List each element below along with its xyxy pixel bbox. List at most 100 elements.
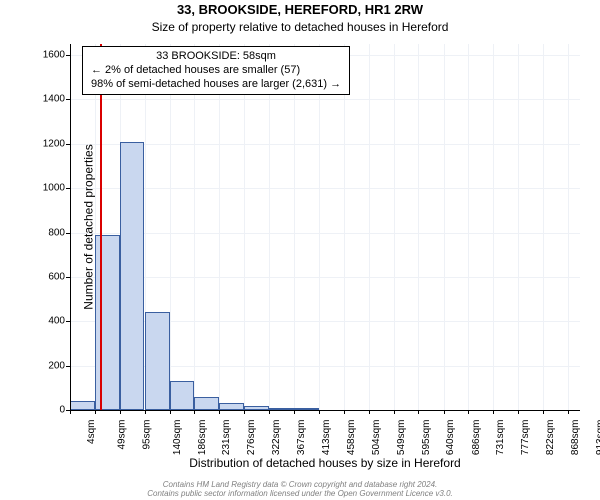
grid-line-v <box>244 44 245 410</box>
x-tick-mark <box>444 410 445 414</box>
grid-line-h <box>70 277 580 278</box>
grid-line-v <box>518 44 519 410</box>
y-tick-label: 1200 <box>15 138 65 149</box>
x-tick-label: 868sqm <box>570 420 581 456</box>
annotation-line: 33 BROOKSIDE: 58sqm <box>91 50 341 64</box>
plot-area <box>70 44 580 410</box>
histogram-bar <box>120 142 145 410</box>
x-axis-label: Distribution of detached houses by size … <box>70 456 580 470</box>
y-tick-label: 400 <box>15 316 65 327</box>
y-axis-label: Number of detached properties <box>82 144 96 309</box>
x-tick-mark <box>344 410 345 414</box>
grid-line-v <box>269 44 270 410</box>
y-tick-mark <box>66 188 70 189</box>
x-axis-line <box>70 410 580 411</box>
x-tick-label: 367sqm <box>296 420 307 456</box>
x-tick-mark <box>418 410 419 414</box>
x-tick-mark <box>120 410 121 414</box>
x-tick-label: 504sqm <box>371 420 382 456</box>
x-tick-mark <box>145 410 146 414</box>
grid-line-h <box>70 233 580 234</box>
y-tick-mark <box>66 99 70 100</box>
grid-line-h <box>70 144 580 145</box>
x-tick-label: 413sqm <box>321 420 332 456</box>
x-tick-mark <box>493 410 494 414</box>
x-tick-mark <box>244 410 245 414</box>
y-tick-label: 0 <box>15 405 65 416</box>
x-tick-mark <box>468 410 469 414</box>
x-tick-label: 140sqm <box>172 420 183 456</box>
y-tick-mark <box>66 366 70 367</box>
x-tick-label: 686sqm <box>471 420 482 456</box>
grid-line-v <box>444 44 445 410</box>
x-tick-mark <box>294 410 295 414</box>
x-tick-label: 186sqm <box>197 420 208 456</box>
y-tick-label: 200 <box>15 360 65 371</box>
x-tick-mark <box>319 410 320 414</box>
y-tick-mark <box>66 144 70 145</box>
grid-line-h <box>70 188 580 189</box>
x-tick-mark <box>394 410 395 414</box>
grid-line-v <box>369 44 370 410</box>
grid-line-v <box>468 44 469 410</box>
attribution-text: Contains HM Land Registry data © Crown c… <box>0 480 600 498</box>
histogram-bar <box>170 381 195 410</box>
x-tick-mark <box>518 410 519 414</box>
x-tick-label: 4sqm <box>86 420 97 444</box>
grid-line-v <box>194 44 195 410</box>
histogram-bar <box>70 401 95 410</box>
grid-line-v <box>219 44 220 410</box>
grid-line-v <box>543 44 544 410</box>
chart-title-address: 33, BROOKSIDE, HEREFORD, HR1 2RW <box>0 2 600 17</box>
histogram-bar <box>219 403 244 410</box>
x-tick-label: 913sqm <box>595 420 600 456</box>
y-tick-label: 800 <box>15 227 65 238</box>
grid-line-v <box>418 44 419 410</box>
x-tick-mark <box>219 410 220 414</box>
x-tick-label: 49sqm <box>116 420 127 450</box>
grid-line-h <box>70 99 580 100</box>
grid-line-v <box>319 44 320 410</box>
grid-line-v <box>170 44 171 410</box>
x-tick-mark <box>543 410 544 414</box>
chart-title-description: Size of property relative to detached ho… <box>0 20 600 34</box>
x-tick-label: 640sqm <box>445 420 456 456</box>
x-tick-label: 822sqm <box>545 420 556 456</box>
y-tick-label: 600 <box>15 271 65 282</box>
x-tick-label: 231sqm <box>221 420 232 456</box>
x-tick-label: 549sqm <box>396 420 407 456</box>
y-tick-label: 1400 <box>15 94 65 105</box>
y-tick-mark <box>66 55 70 56</box>
x-tick-mark <box>269 410 270 414</box>
y-tick-mark <box>66 277 70 278</box>
x-tick-label: 458sqm <box>346 420 357 456</box>
x-tick-mark <box>170 410 171 414</box>
y-tick-label: 1000 <box>15 183 65 194</box>
grid-line-v <box>394 44 395 410</box>
x-tick-mark <box>369 410 370 414</box>
x-tick-mark <box>194 410 195 414</box>
y-axis-line <box>70 44 71 410</box>
grid-line-v <box>344 44 345 410</box>
attribution-line2: Contains public sector information licen… <box>147 489 453 498</box>
annotation-line: 98% of semi-detached houses are larger (… <box>91 78 341 92</box>
x-tick-label: 95sqm <box>141 420 152 450</box>
histogram-bar <box>194 397 219 410</box>
property-marker-line <box>100 44 102 410</box>
grid-line-v <box>493 44 494 410</box>
x-tick-label: 777sqm <box>521 420 532 456</box>
y-tick-mark <box>66 321 70 322</box>
grid-line-v <box>294 44 295 410</box>
x-tick-mark <box>70 410 71 414</box>
property-size-chart: 33, BROOKSIDE, HEREFORD, HR1 2RW Size of… <box>0 0 600 500</box>
y-tick-label: 1600 <box>15 50 65 61</box>
histogram-bar <box>145 312 170 410</box>
histogram-bar <box>95 235 120 410</box>
property-annotation-box: 33 BROOKSIDE: 58sqm← 2% of detached hous… <box>82 46 350 95</box>
x-tick-label: 322sqm <box>271 420 282 456</box>
x-tick-label: 595sqm <box>421 420 432 456</box>
grid-line-v <box>568 44 569 410</box>
x-tick-label: 276sqm <box>246 420 257 456</box>
x-tick-mark <box>95 410 96 414</box>
y-tick-mark <box>66 233 70 234</box>
